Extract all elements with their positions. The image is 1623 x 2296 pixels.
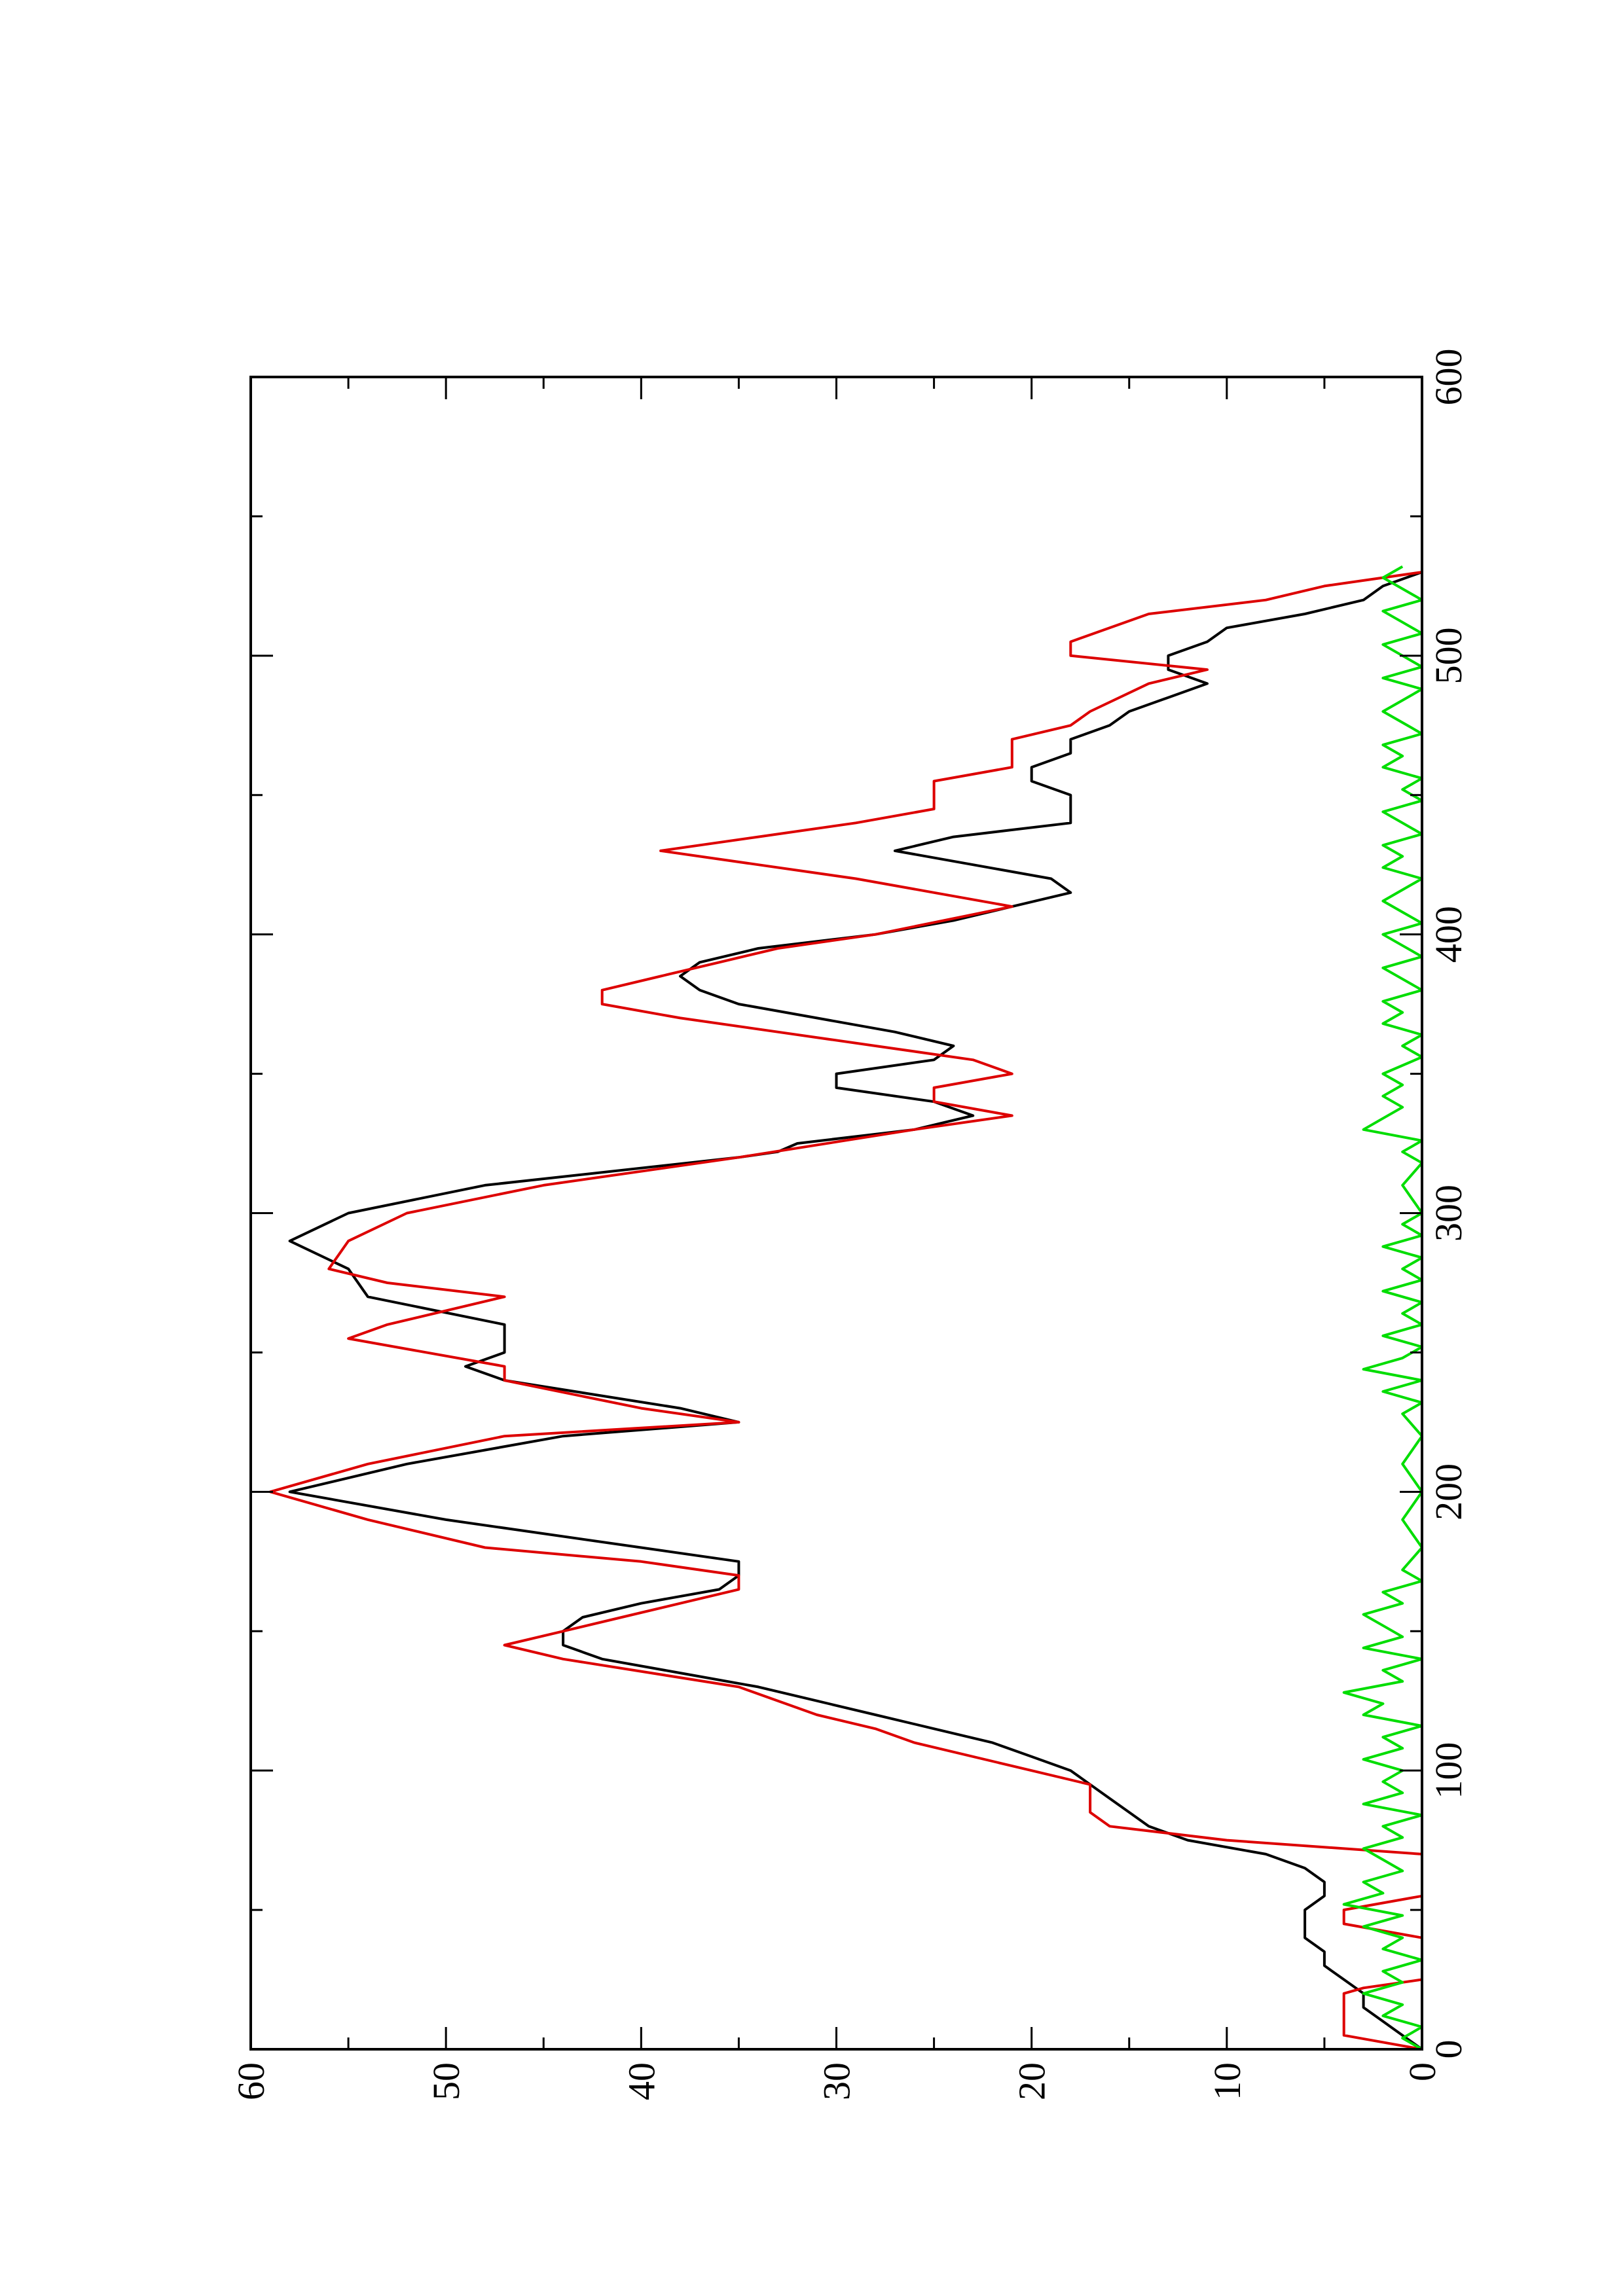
y-tick-label: 30	[816, 2062, 858, 2100]
x-tick-label: 0	[1427, 2040, 1470, 2059]
ticks-layer	[249, 376, 1423, 2051]
x-tick-label: 500	[1427, 627, 1470, 684]
series-layer	[268, 565, 1423, 2051]
y-tick-label: 0	[1401, 2062, 1444, 2081]
series-line-0	[288, 571, 1423, 2051]
x-tick-label: 600	[1427, 349, 1470, 406]
series-line-1	[268, 571, 1423, 2051]
labels-layer: 0 100 200 300 400 500 600 0 10 20 30 40 50 60	[230, 349, 1470, 2101]
x-tick-label: 200	[1427, 1463, 1470, 1520]
x-tick-label: 300	[1427, 1185, 1470, 1242]
x-tick-label: 100	[1427, 1742, 1470, 1799]
y-tick-label: 40	[620, 2062, 663, 2100]
series-line-2	[1342, 565, 1423, 2051]
plot-frame	[249, 376, 1423, 2051]
y-tick-label: 20	[1011, 2062, 1053, 2100]
y-tick-label: 60	[230, 2062, 272, 2100]
x-tick-label: 400	[1427, 906, 1470, 963]
y-tick-label: 50	[425, 2062, 467, 2100]
y-tick-label: 10	[1206, 2062, 1249, 2100]
